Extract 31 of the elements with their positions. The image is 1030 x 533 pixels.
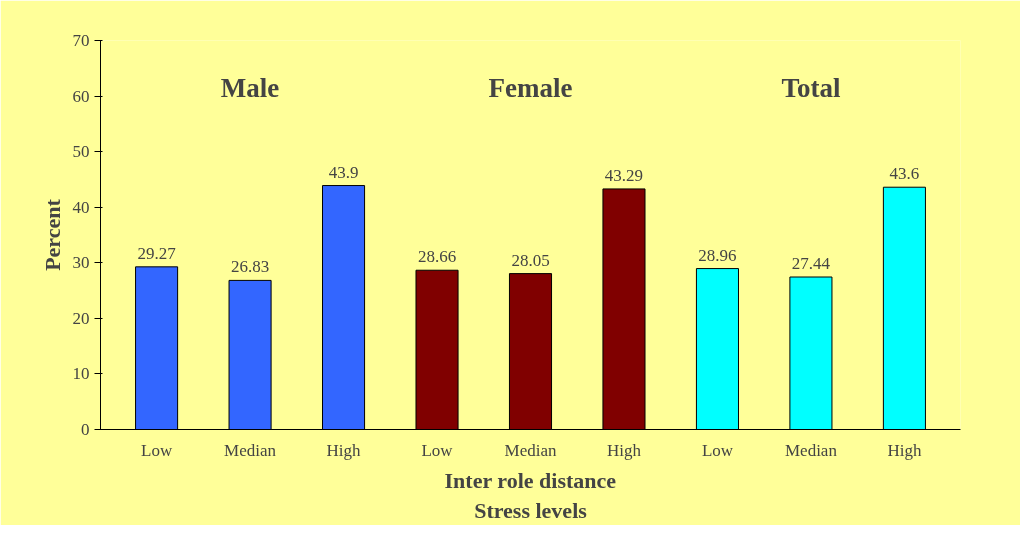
x-tick-label: Median (224, 440, 277, 460)
annotation: Female (488, 72, 573, 103)
x-axis-title: Inter role distance Stress levels (444, 467, 617, 523)
y-tick-label: 50 (72, 142, 90, 162)
data-label: 43.29 (604, 165, 644, 185)
x-tick-label: High (887, 440, 922, 460)
data-label: 28.96 (698, 245, 737, 265)
x-tick-label: Low (701, 440, 734, 460)
x-tick-label: Low (141, 440, 173, 460)
y-tick-label: 30 (72, 253, 90, 273)
y-tick-label: 70 (72, 31, 90, 50)
data-label: 29.27 (137, 243, 177, 263)
data-label: 26.83 (230, 257, 270, 277)
x-tick-label: Low (421, 440, 454, 460)
x-tick-label: Median (784, 440, 838, 460)
annotation: Male (220, 72, 280, 103)
y-tick-label: 0 (81, 420, 90, 439)
data-label: 43.9 (328, 162, 359, 182)
data-label: 28.05 (511, 250, 550, 270)
y-tick-label: 60 (72, 86, 90, 106)
annotation: Total (781, 72, 841, 103)
data-label: 28.66 (417, 247, 457, 267)
y-tick-label: 40 (72, 197, 90, 217)
y-axis-title: Percent (39, 198, 65, 271)
data-label: 43.6 (889, 164, 920, 184)
y-tick-label: 10 (72, 364, 90, 384)
x-tick-label: High (606, 440, 642, 460)
x-tick-label: Median (504, 440, 557, 460)
x-tick-label: High (326, 440, 362, 460)
data-label: 27.44 (791, 254, 831, 274)
y-tick-label: 20 (72, 308, 90, 328)
